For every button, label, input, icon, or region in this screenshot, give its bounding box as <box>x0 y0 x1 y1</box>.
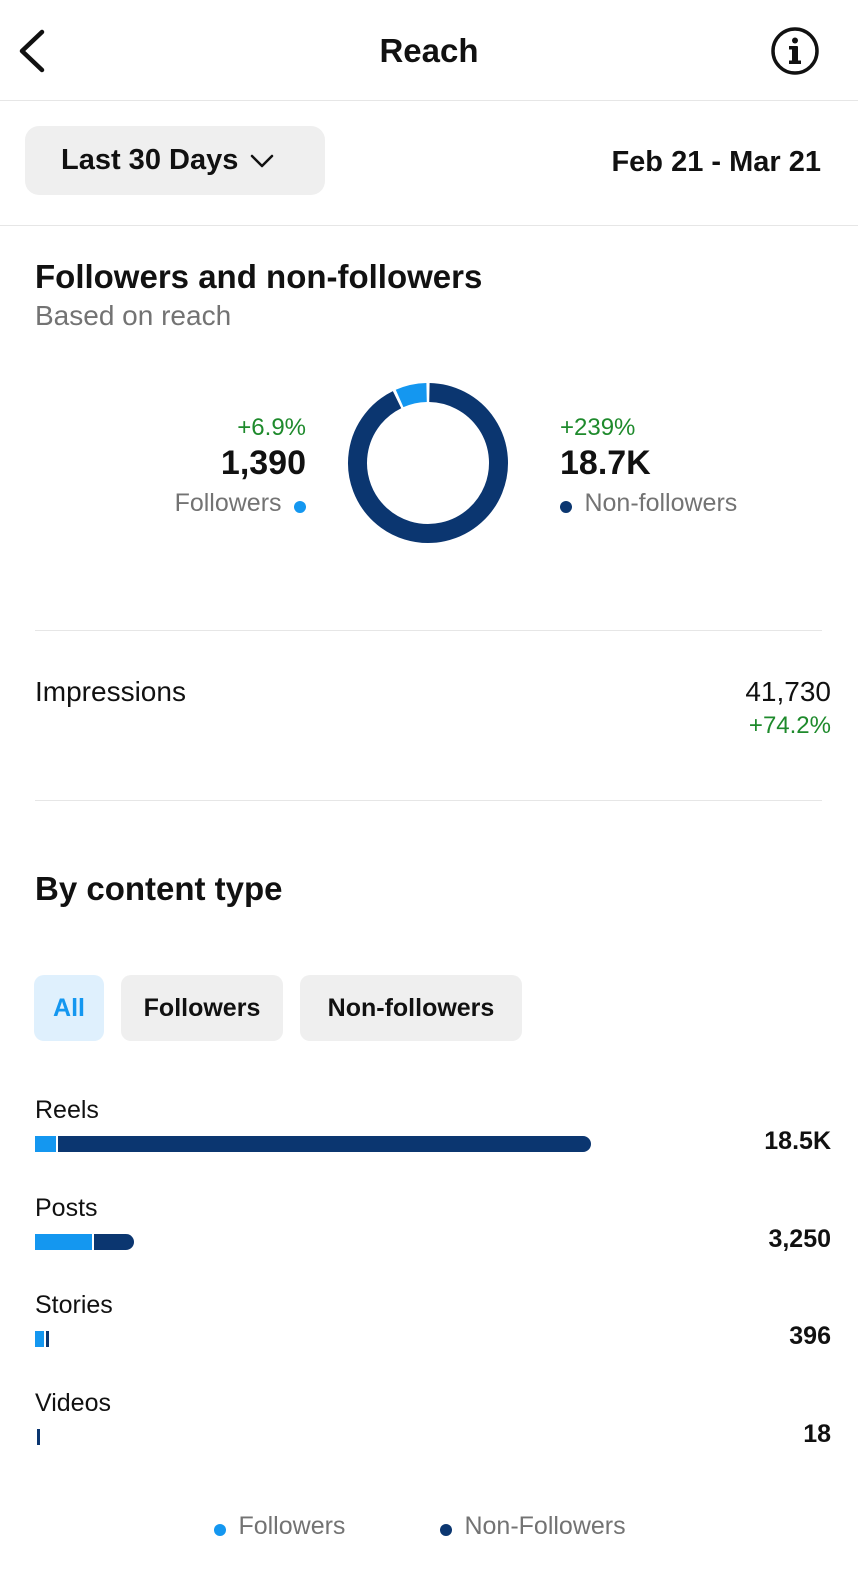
content-row-value-reels: 18.5K <box>764 1127 831 1155</box>
legend-label-non-followers: Non-Followers <box>464 1512 626 1540</box>
non-followers-value: 18.7K <box>560 444 651 482</box>
content-row-value-stories: 396 <box>789 1322 831 1350</box>
donut-slice-followers <box>395 383 428 408</box>
content-row-value-videos: 18 <box>803 1420 831 1448</box>
followers-stat: +6.9% 1,390 Followers <box>175 414 306 518</box>
chevron-left-icon <box>19 29 45 73</box>
date-range-label: Last 30 Days <box>61 144 239 176</box>
divider <box>35 800 822 801</box>
top-bar: Reach <box>0 0 858 101</box>
tab-followers[interactable]: Followers <box>121 975 283 1041</box>
non-followers-label: Non-followers <box>584 489 738 517</box>
non-followers-dot <box>560 500 572 513</box>
legend-dot-followers <box>214 1523 226 1536</box>
section-title-content-type: By content type <box>35 870 283 907</box>
date-range-text: Feb 21 - Mar 21 <box>611 146 821 178</box>
non-followers-stat: +239% 18.7K Non-followers <box>560 414 737 518</box>
impressions-change: +74.2% <box>748 712 831 739</box>
section-title-followers: Followers and non-followers <box>35 258 483 295</box>
section-subtitle: Based on reach <box>35 300 232 331</box>
content-bar-videos <box>35 1429 40 1445</box>
legend-label-followers: Followers <box>238 1512 346 1540</box>
divider <box>35 630 822 631</box>
page-title: Reach <box>379 32 479 69</box>
bar-segment-non-followers-posts <box>93 1234 135 1250</box>
impressions-value: 41,730 <box>745 676 831 707</box>
donut-slice-non-followers <box>348 383 508 543</box>
tab-all[interactable]: All <box>34 975 104 1041</box>
content-row-label-videos: Videos <box>35 1389 111 1417</box>
legend-non-followers: Non-Followers <box>440 1512 626 1541</box>
non-followers-change: +239% <box>560 414 636 441</box>
bar-segment-followers-posts <box>35 1234 92 1250</box>
bar-segment-followers-stories <box>35 1331 44 1347</box>
back-button[interactable] <box>14 26 54 76</box>
bar-segment-non-followers-stories <box>45 1331 49 1347</box>
followers-label: Followers <box>174 489 282 517</box>
bar-segment-non-followers-videos <box>37 1429 40 1445</box>
content-bar-stories <box>35 1331 49 1347</box>
reach-donut-chart <box>348 383 508 543</box>
legend-dot-non-followers <box>440 1523 452 1536</box>
content-row-label-stories: Stories <box>35 1291 113 1319</box>
bar-segment-non-followers-reels <box>57 1136 591 1152</box>
date-filter-bar: Last 30 Days Feb 21 - Mar 21 <box>0 101 858 226</box>
bar-segment-followers-reels <box>35 1136 56 1152</box>
content-bar-posts <box>35 1234 135 1250</box>
content-row-value-posts: 3,250 <box>768 1225 831 1253</box>
followers-change: +6.9% <box>237 414 306 441</box>
date-range-dropdown[interactable]: Last 30 Days <box>25 126 325 195</box>
followers-dot <box>294 500 306 513</box>
legend-followers: Followers <box>214 1512 345 1541</box>
content-row-label-posts: Posts <box>35 1194 98 1222</box>
content-row-label-reels: Reels <box>35 1096 99 1124</box>
content-bar-reels <box>35 1136 591 1152</box>
info-button[interactable] <box>770 26 820 76</box>
chevron-down-icon <box>251 154 274 167</box>
impressions-label: Impressions <box>35 676 186 707</box>
info-circle-icon <box>771 27 819 75</box>
followers-value: 1,390 <box>220 444 306 482</box>
tab-non-followers[interactable]: Non-followers <box>300 975 522 1041</box>
